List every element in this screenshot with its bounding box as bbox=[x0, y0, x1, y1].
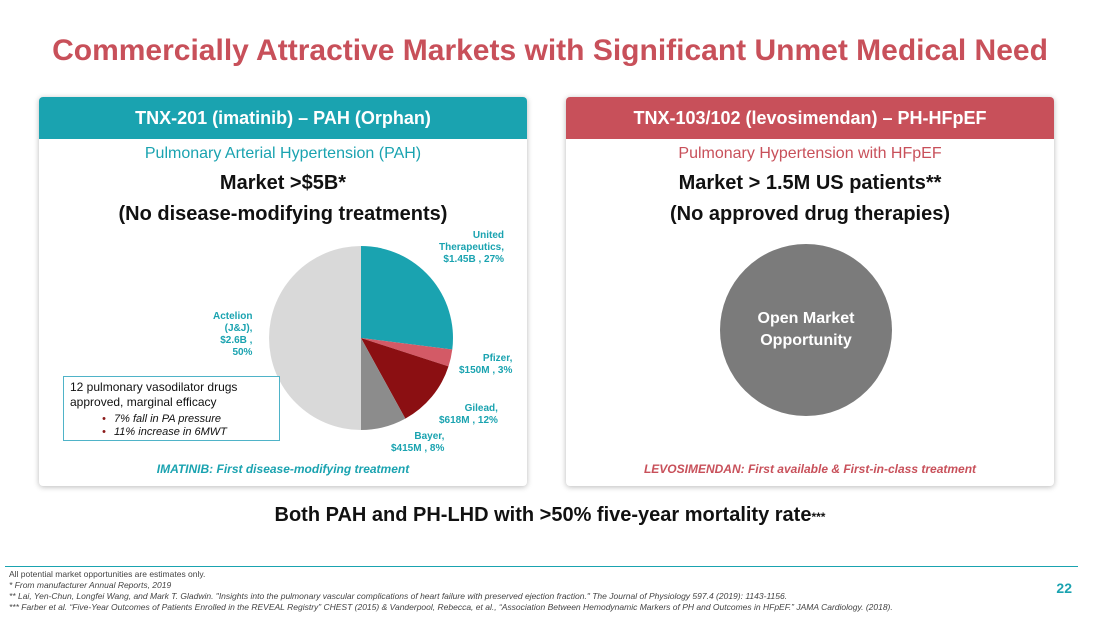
pie-label-actelion: Actelion (J&J), $2.6B , 50% bbox=[213, 311, 253, 358]
slide-title: Commercially Attractive Markets with Sig… bbox=[52, 34, 1048, 67]
ph-hfpef-panel-header: TNX-103/102 (levosimendan) – PH-HFpEF bbox=[566, 97, 1054, 139]
pie-slice-united-therapeutics bbox=[361, 246, 453, 350]
page-number: 22 bbox=[1056, 580, 1072, 596]
footnote-disclaimer: All potential market opportunities are e… bbox=[9, 569, 206, 579]
mortality-statement: Both PAH and PH-LHD with >50% five-year … bbox=[0, 504, 1100, 527]
callout-bullet: 11% increase in 6MWT bbox=[102, 426, 273, 439]
open-market-circle: Open Market Opportunity bbox=[720, 244, 892, 416]
pie-slice-pfizer bbox=[361, 338, 453, 367]
ph-hfpef-subtitle: Pulmonary Hypertension with HFpEF bbox=[678, 145, 942, 162]
pah-panel-header: TNX-201 (imatinib) – PAH (Orphan) bbox=[39, 97, 527, 139]
vasodilator-callout: 12 pulmonary vasodilator drugs approved,… bbox=[63, 376, 280, 441]
pie-slice-bayer bbox=[361, 338, 406, 430]
ph-hfpef-market-size: Market > 1.5M US patients** bbox=[678, 172, 942, 194]
mortality-text: Both PAH and PH-LHD with >50% five-year … bbox=[274, 504, 812, 526]
callout-bullets: 7% fall in PA pressure 11% increase in 6… bbox=[70, 413, 273, 439]
pie-slice-actelion bbox=[269, 246, 361, 430]
mortality-footnote-marker: *** bbox=[811, 510, 826, 524]
callout-bullet: 7% fall in PA pressure bbox=[102, 413, 273, 426]
pie-slice-gilead bbox=[361, 338, 449, 419]
pah-market-size: Market >$5B* bbox=[219, 172, 347, 194]
pah-treatment-note: (No disease-modifying treatments) bbox=[118, 203, 448, 225]
footer-divider bbox=[5, 566, 1078, 567]
pah-footer-note: IMATINIB: First disease-modifying treatm… bbox=[156, 462, 410, 476]
footnote-3: *** Farber et al. “Five-Year Outcomes of… bbox=[9, 602, 893, 612]
pah-panel: TNX-201 (imatinib) – PAH (Orphan) Pulmon… bbox=[39, 97, 527, 486]
ph-hfpef-footer-note: LEVOSIMENDAN: First available & First-in… bbox=[643, 462, 977, 476]
ph-hfpef-treatment-note: (No approved drug therapies) bbox=[669, 203, 951, 225]
pie-label-pfizer: Pfizer, $150M , 3% bbox=[459, 353, 513, 376]
ph-hfpef-panel: TNX-103/102 (levosimendan) – PH-HFpEF Pu… bbox=[566, 97, 1054, 486]
pie-label-gilead: Gilead, $618M , 12% bbox=[439, 403, 498, 426]
pah-subtitle: Pulmonary Arterial Hypertension (PAH) bbox=[144, 145, 422, 162]
pie-label-bayer: Bayer, $415M , 8% bbox=[391, 431, 445, 454]
callout-lead: 12 pulmonary vasodilator drugs approved,… bbox=[70, 380, 238, 409]
pah-market-pie-chart bbox=[269, 246, 453, 430]
pie-label-united-therapeutics: United Therapeutics, $1.45B , 27% bbox=[439, 230, 505, 265]
open-market-label: Open Market Opportunity bbox=[757, 310, 855, 349]
footnote-2: ** Lai, Yen-Chun, Longfei Wang, and Mark… bbox=[9, 591, 788, 601]
footnotes: All potential market opportunities are e… bbox=[9, 569, 893, 613]
footnote-1: * From manufacturer Annual Reports, 2019 bbox=[9, 580, 172, 590]
